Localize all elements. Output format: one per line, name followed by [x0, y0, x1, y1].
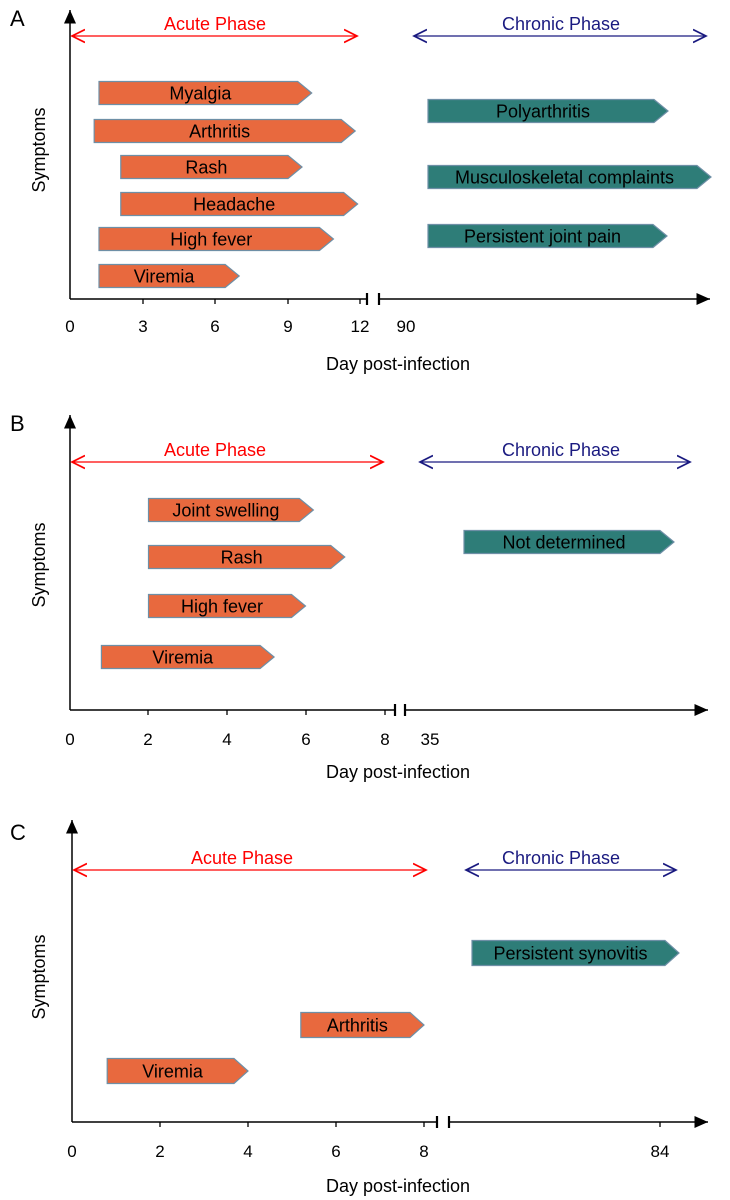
panel-a-bar-label-rash: Rash — [185, 158, 227, 178]
panel-c-bar-viremia — [106, 1057, 249, 1085]
panel-c-bar-label-arthritis: Arthritis — [327, 1016, 388, 1036]
panel-b-bar-label-not-determined: Not determined — [502, 533, 625, 553]
panel-b-bar-rash — [147, 544, 346, 570]
panel-a-bar-musculoskeletal-complaints — [427, 164, 712, 190]
panel-b-chronic-tick-label: 35 — [421, 730, 440, 749]
panel-a-x-tick-label: 3 — [138, 317, 147, 336]
panel-b-x-tick-label: 8 — [380, 730, 389, 749]
panel-a-x-tick-label: 6 — [210, 317, 219, 336]
panel-c-bar-arthritis — [300, 1011, 425, 1039]
panel-c-acute-phase-label: Acute Phase — [191, 848, 293, 868]
panel-b-bar-high-fever — [147, 593, 307, 619]
panel-a-bar-label-headache: Headache — [193, 195, 275, 215]
panel-a-chronic-tick-label: 90 — [397, 317, 416, 336]
panel-a-acute-phase-label: Acute Phase — [164, 14, 266, 34]
panel-b-y-axis-label: Symptoms — [29, 522, 49, 607]
panel-a-bar-persistent-joint-pain — [427, 223, 668, 249]
panel-b-bar-label-joint-swelling: Joint swelling — [172, 501, 279, 521]
panel-c-chronic-tick-label: 84 — [651, 1142, 670, 1161]
panel-c-x-tick-label: 4 — [243, 1142, 252, 1161]
panel-c-bar-label-viremia: Viremia — [142, 1062, 204, 1082]
panel-c-x-axis-label: Day post-infection — [326, 1176, 470, 1196]
panel-b-bar-not-determined — [463, 529, 675, 555]
panel-a-x-axis-label: Day post-infection — [326, 354, 470, 374]
panel-c-x-tick-label: 0 — [67, 1142, 76, 1161]
panel-a-bar-label-viremia: Viremia — [134, 267, 196, 287]
panel-a-bar-viremia — [98, 263, 241, 289]
panel-a-x-tick-label: 9 — [283, 317, 292, 336]
panel-a-bar-label-arthritis: Arthritis — [189, 122, 250, 142]
panel-b-x-tick-label: 6 — [301, 730, 310, 749]
panel-a-bar-headache — [120, 191, 359, 217]
panel-c-x-tick-label: 6 — [331, 1142, 340, 1161]
panel-a-bar-label-musculoskeletal-complaints: Musculoskeletal complaints — [455, 168, 674, 188]
panel-b-acute-phase-label: Acute Phase — [164, 440, 266, 460]
panel-b-chronic-phase-label: Chronic Phase — [502, 440, 620, 460]
panel-a-x-tick-label: 12 — [351, 317, 370, 336]
panel-a-bar-rash — [120, 154, 303, 180]
panel-b-bar-joint-swelling — [147, 497, 315, 523]
panel-b-x-axis-label: Day post-infection — [326, 762, 470, 782]
panel-a-chronic-phase-label: Chronic Phase — [502, 14, 620, 34]
panel-a-bar-label-high-fever: High fever — [170, 230, 252, 250]
panel-b-x-tick-label: 4 — [222, 730, 231, 749]
panel-a-bar-label-persistent-joint-pain: Persistent joint pain — [464, 227, 621, 247]
panel-c-y-axis-label: Symptoms — [29, 934, 49, 1019]
panel-b-bar-label-high-fever: High fever — [181, 597, 263, 617]
panel-a-bar-label-polyarthritis: Polyarthritis — [496, 102, 590, 122]
panel-c-bar-label-persistent-synovitis: Persistent synovitis — [493, 944, 647, 964]
panel-c-chronic-phase-label: Chronic Phase — [502, 848, 620, 868]
panel-a-y-axis-label: Symptoms — [29, 107, 49, 192]
panel-a-bar-myalgia — [98, 80, 313, 106]
panel-a-x-tick-label: 0 — [65, 317, 74, 336]
panel-b-bar-viremia — [100, 644, 276, 670]
panel-b-bar-label-rash: Rash — [221, 548, 263, 568]
panel-c-letter: C — [10, 820, 26, 845]
panel-a-bar-high-fever — [98, 226, 335, 252]
panel-a-bar-polyarthritis — [427, 98, 669, 124]
panel-a-bar-arthritis — [93, 118, 357, 144]
panel-c-x-tick-label: 8 — [419, 1142, 428, 1161]
panel-c-x-tick-label: 2 — [155, 1142, 164, 1161]
panel-c-bar-persistent-synovitis — [471, 939, 680, 967]
panel-a-letter: A — [10, 6, 25, 31]
panel-b-letter: B — [10, 411, 25, 436]
panel-b-x-tick-label: 2 — [143, 730, 152, 749]
panel-a-bar-label-myalgia: Myalgia — [169, 84, 232, 104]
panel-b-bar-label-viremia: Viremia — [152, 648, 214, 668]
panel-b-x-tick-label: 0 — [65, 730, 74, 749]
